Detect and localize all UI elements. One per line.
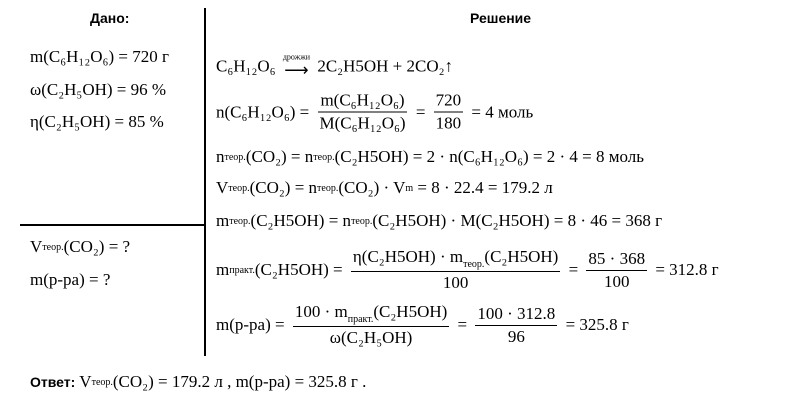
text: 180 [435,113,462,133]
given-title: Дано: [90,10,130,26]
text: (CO₂) = n [249,178,318,197]
text: (CO₂) = ? [63,237,131,256]
text: V [79,372,92,391]
text: 100 [442,273,469,292]
text: = 325.8 г [561,315,629,334]
subscript: практ. [229,264,255,276]
text: (C₂H5OH) = [254,260,347,279]
text: n(C₆H₁₂O₆) = [216,102,314,121]
text: V [216,178,229,197]
text: = [453,315,472,334]
denominator: 100 [441,272,471,293]
denominator: 96 [506,326,527,347]
numerator: 720 [433,90,464,113]
text: (C₂H5OH) = 2 · n(C₆H₁₂O₆) = 2 · 4 = 8 мо… [334,147,645,166]
subscript: m [405,182,414,194]
given-line: m(C₆H₁₂O₆) = 720 г [30,47,169,67]
solution-line: m практ. (C₂H5OH) = η(C₂H5OH) · mтеор.(C₂H… [216,247,719,293]
text: η(C₂H₅OH) = 85 % [30,112,164,131]
text: n [216,147,225,166]
numerator: 85 · 368 [586,248,648,271]
subscript: теор. [91,376,113,388]
numerator: m(C₆H₁₂O₆) [318,90,407,113]
numerator: 100 · 312.8 [475,303,558,326]
text: m [216,211,230,230]
solution-line: m теор. (C₂H5OH) = n теор. (C₂H5OH) · M(C₂H5… [216,211,662,231]
solution-title: Решение [470,10,532,26]
denominator: M(C₆H₁₂O₆) [318,113,408,134]
text: (CO₂) = 179.2 л , m(р-ра) = 325.8 г . [112,372,367,391]
denominator: 100 [602,271,632,292]
given-line: ω(C₂H₅OH) = 96 % [30,80,166,100]
text: 100 · 312.8 [477,303,556,323]
text: 96 [507,326,525,346]
horizontal-rule [20,224,206,226]
text: (C₂H5OH) · M(C₂H5OH) = 8 · 46 = 368 г [372,211,663,230]
text: = [411,102,430,121]
solution-line: C₆H₁₂O₆ дрожжи ⟶ 2C₂H5OH + 2CO₂↑ [216,52,454,80]
denominator: ω(C₂H₅OH) [328,327,415,348]
text: m [216,260,230,279]
arrow-glyph: ⟶ [284,60,309,80]
subscript: теор. [313,151,335,163]
text: 2C₂H5OH + 2CO₂↑ [313,56,454,75]
fraction: m(C₆H₁₂O₆) M(C₆H₁₂O₆) [318,91,408,134]
subscript: теор. [463,259,485,270]
text: = [564,260,583,279]
text: (C₂H5OH) [373,302,448,321]
fraction: 85 · 368 100 [586,248,648,292]
subscript: теор. [229,215,251,227]
numerator: η(C₂H5OH) · mтеор.(C₂H5OH) [350,247,561,272]
text: m(C₆H₁₂O₆) = 720 г [30,47,169,66]
text: 720 [435,90,462,110]
text: m(р-ра) = ? [30,270,111,289]
given-line: η(C₂H₅OH) = 85 % [30,112,164,132]
text: (CO₂) = n [245,147,314,166]
text: η(C₂H5OH) · m [352,247,464,266]
text: 100 · m [294,302,348,321]
denominator: 180 [434,113,464,134]
text: = 4 моль [467,102,534,121]
subscript: теор. [351,215,373,227]
text: C₆H₁₂O₆ [216,56,280,75]
text: m(р-ра) = [216,315,289,334]
fraction: 100 · mпракт.(C₂H5OH) ω(C₂H₅OH) [292,302,450,348]
subscript: теор. [317,182,339,194]
subscript: теор. [42,241,64,253]
text: ω(C₂H₅OH) [329,328,413,347]
fraction: η(C₂H5OH) · mтеор.(C₂H5OH) 100 [350,247,561,293]
vertical-rule [204,8,206,356]
text: 100 [604,271,630,291]
text: m(C₆H₁₂O₆) [320,90,405,110]
subscript: теор. [224,151,246,163]
numerator: 100 · mпракт.(C₂H5OH) [292,302,450,327]
find-line: m(р-ра) = ? [30,270,110,290]
answer-label: Ответ: [30,374,76,390]
solution-line: m(р-ра) = 100 · mпракт.(C₂H5OH) ω(C₂H₅OH)… [216,302,629,348]
text: M(C₆H₁₂O₆) [319,113,406,133]
text: = 312.8 г [651,260,719,279]
reaction-arrow: дрожжи ⟶ [282,52,311,80]
text: ω(C₂H₅OH) = 96 % [30,80,167,99]
solution-line: n теор. (CO₂) = n теор. (C₂H5OH) = 2 · n(C₆H… [216,147,644,167]
subscript: теор. [228,182,250,194]
solution-line: n(C₆H₁₂O₆) = m(C₆H₁₂O₆) M(C₆H₁₂O₆) = 720 1… [216,91,533,134]
text: = 8 · 22.4 = 179.2 л [413,178,553,197]
fraction: 100 · 312.8 96 [475,303,558,347]
text: (CO₂) · V [338,178,406,197]
text: (C₂H5OH) [484,247,559,266]
fraction: 720 180 [433,90,464,134]
text: V [30,237,43,256]
text: 85 · 368 [588,248,646,268]
arrow-label: дрожжи [282,52,311,62]
subscript: практ. [347,314,374,325]
text: (C₂H5OH) = n [250,211,352,230]
